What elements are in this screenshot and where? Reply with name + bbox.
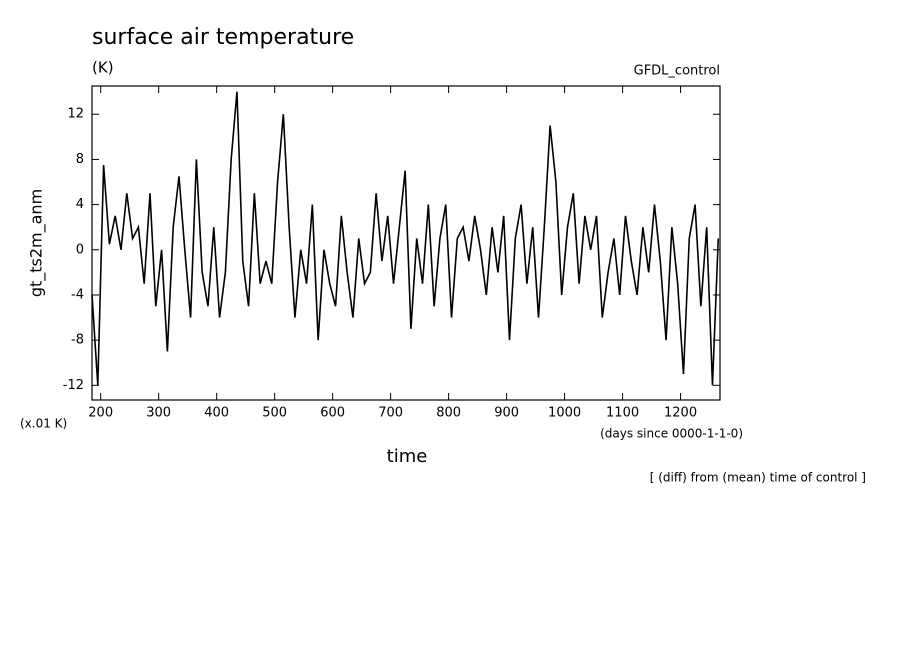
x-axis-label: time	[387, 446, 428, 467]
unit-note: (days since 0000-1-1-0)	[600, 427, 743, 441]
plot-frame	[91, 85, 721, 401]
x-tick-label: 1000	[548, 406, 581, 421]
y-tick-label: 12	[67, 107, 84, 122]
data-line	[91, 91, 720, 386]
x-tick-label: 400	[204, 406, 229, 421]
x-tick-label: 900	[494, 406, 519, 421]
x-tick-label: 1200	[664, 406, 697, 421]
x-tick-label: 500	[262, 406, 287, 421]
y-tick-label: 4	[76, 197, 84, 212]
scale-note: (x.01 K)	[20, 417, 67, 431]
y-tick-label: 8	[76, 152, 84, 167]
footnote: [ (diff) from (mean) time of control ]	[650, 471, 866, 485]
chart-subtitle: (K)	[92, 59, 114, 77]
x-tick-label: 1100	[606, 406, 639, 421]
y-axis-label: gt_ts2m_anm	[27, 189, 47, 297]
x-tick-label: 600	[320, 406, 345, 421]
x-tick-label: 800	[436, 406, 461, 421]
x-tick-label: 700	[378, 406, 403, 421]
x-tick-label: 300	[146, 406, 171, 421]
y-tick-label: 0	[76, 242, 84, 257]
y-tick-label: -4	[71, 287, 84, 302]
chart-title: surface air temperature	[92, 25, 354, 50]
x-tick-label: 200	[88, 406, 113, 421]
y-tick-label: -12	[63, 378, 84, 393]
annotation: GFDL_control	[634, 64, 720, 79]
y-tick-label: -8	[71, 333, 84, 348]
